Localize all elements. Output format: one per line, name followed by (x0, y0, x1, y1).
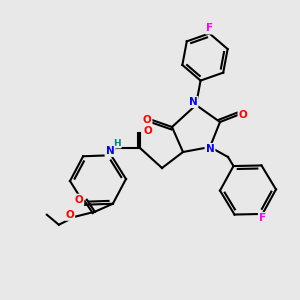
Text: O: O (142, 115, 152, 125)
Text: N: N (106, 146, 114, 156)
Text: H: H (113, 139, 121, 148)
Text: O: O (74, 195, 83, 205)
Text: N: N (189, 97, 197, 107)
Text: F: F (206, 23, 213, 33)
Text: O: O (238, 110, 247, 120)
Text: O: O (144, 126, 152, 136)
Text: N: N (206, 144, 214, 154)
Text: O: O (65, 210, 74, 220)
Text: F: F (259, 213, 266, 223)
